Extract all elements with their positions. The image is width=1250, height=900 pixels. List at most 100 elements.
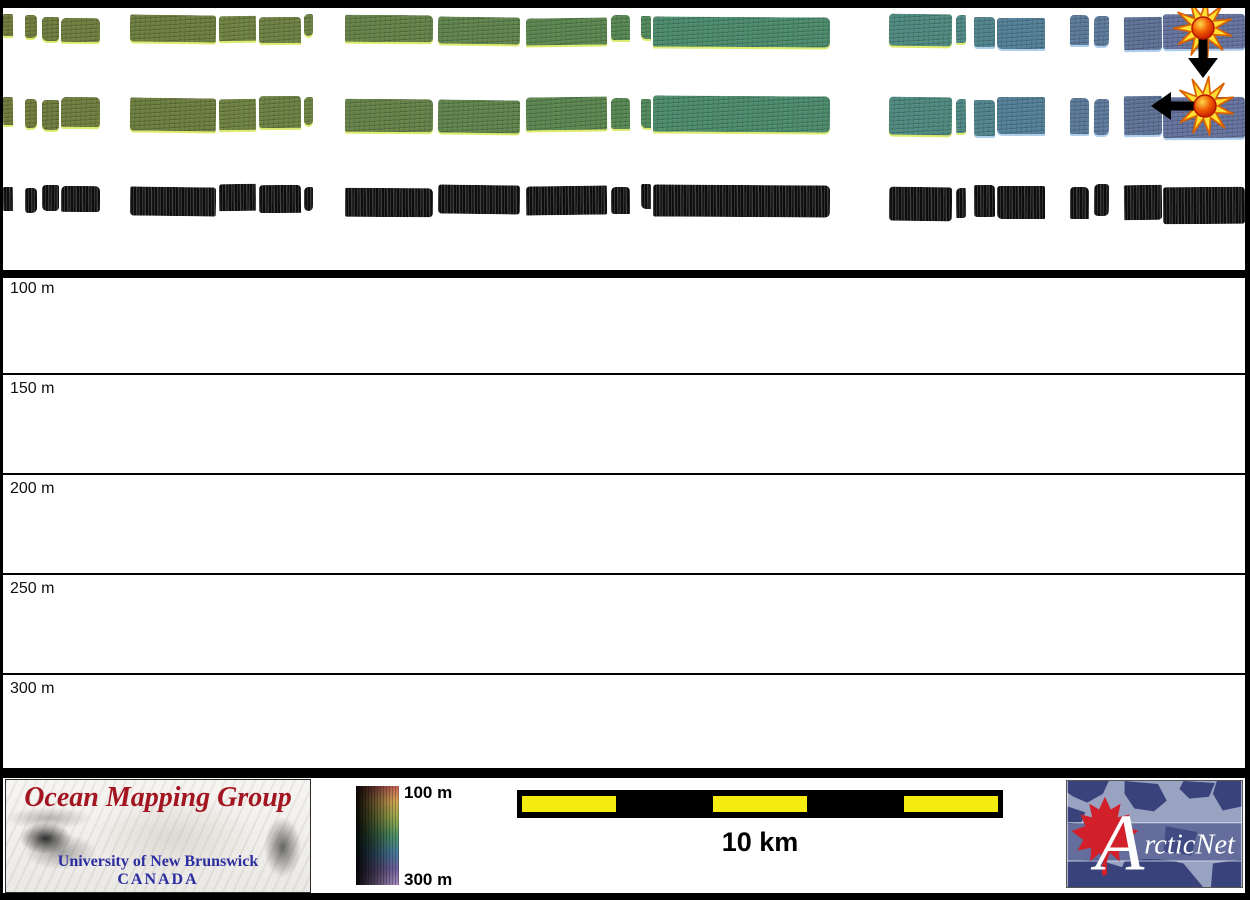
bathymetry-row-2-segment — [129, 97, 217, 132]
backscatter-row-segment — [218, 183, 257, 212]
bathymetry-row-1-segment — [997, 17, 1045, 49]
backscatter-row-segment — [1093, 184, 1110, 217]
bathymetry-row-1-segment — [437, 16, 521, 45]
panel-divider-lower — [0, 768, 1250, 778]
bathymetry-row-2-segment — [1093, 99, 1110, 136]
distance-scalebar — [517, 790, 1003, 818]
bathymetry-row-1-segment — [973, 16, 996, 47]
bathymetry-row-1-segment — [60, 17, 101, 42]
bathymetry-row-2-segment — [888, 97, 953, 136]
backscatter-row-segment — [1162, 186, 1246, 224]
bathymetry-row-2-segment — [1069, 97, 1090, 135]
bathymetry-row-2-segment — [641, 99, 651, 129]
bathymetry-row-1-segment — [218, 15, 257, 42]
bathymetry-row-1-segment — [304, 14, 313, 37]
bathymetry-row-2-segment — [997, 96, 1045, 134]
frame-border-left — [0, 0, 3, 900]
depth-label: 200 m — [10, 480, 55, 497]
backscatter-row-segment — [304, 186, 313, 211]
depth-scale-panel: 100 m 150 m 200 m 250 m 300 m — [0, 278, 1250, 768]
depth-gridline — [0, 473, 1250, 475]
bathymetry-row-2-segment — [24, 98, 38, 128]
bathymetry-row-1-segment — [344, 15, 434, 43]
backscatter-row-segment — [24, 187, 38, 213]
omg-logo-title: Ocean Mapping Group — [24, 782, 292, 813]
backscatter-row-segment — [60, 185, 101, 213]
bathymetry-row-1-segment — [525, 17, 608, 46]
scalebar-segment-yellow — [713, 796, 807, 812]
bathymetry-row-2-segment — [2, 97, 14, 126]
scalebar-segment-black — [809, 790, 903, 818]
frame-border-top — [0, 0, 1250, 8]
panel-divider-upper — [0, 270, 1250, 278]
bathymetry-row-1-segment — [1069, 14, 1090, 45]
omg-logo-university: University of New Brunswick — [57, 853, 259, 870]
frame-border-right — [1245, 0, 1250, 900]
bathymetry-row-1-segment — [641, 16, 651, 39]
backscatter-row-segment — [42, 184, 59, 211]
bathymetry-row-2-segment — [525, 96, 608, 131]
backscatter-row-segment — [437, 184, 521, 215]
bathymetry-row-2-segment — [652, 95, 831, 133]
backscatter-row-segment — [955, 187, 967, 218]
bathymetry-row-1-segment — [888, 13, 953, 47]
depth-label: 300 m — [10, 680, 55, 697]
backscatter-row-segment — [888, 186, 953, 221]
scalebar-segment-yellow — [904, 796, 998, 812]
scalebar-segment-black — [618, 790, 712, 818]
bathymetry-row-2-segment — [437, 99, 521, 134]
bathymetry-row-1-segment — [1093, 15, 1110, 47]
backscatter-row-segment — [344, 187, 434, 218]
backscatter-row-segment — [2, 186, 14, 211]
depth-colorbar — [356, 786, 399, 885]
swath-mosaic-panel — [0, 0, 1250, 270]
ocean-mapping-group-logo: Ocean Mapping Group University of New Br… — [5, 779, 311, 893]
bathymetry-row-2-segment — [304, 97, 313, 126]
colorbar-bottom-label: 300 m — [404, 870, 453, 889]
backscatter-row-segment — [525, 185, 608, 216]
backscatter-row-segment — [1069, 187, 1090, 220]
backscatter-row-segment — [258, 185, 302, 214]
maple-leaf-icon — [1071, 796, 1139, 868]
bathymetry-row-2-segment — [42, 99, 59, 130]
arcticnet-wordmark: A rcticNet — [1090, 798, 1236, 887]
event-marker-lower-starburst-icon — [1151, 75, 1235, 136]
frame-border-bottom — [0, 893, 1250, 900]
backscatter-row-segment — [641, 184, 651, 210]
bathymetry-row-1-segment — [652, 16, 831, 48]
bathymetry-row-2-segment — [973, 99, 996, 136]
bathymetry-row-2-segment — [344, 98, 434, 132]
bathymetry-row-1-segment — [610, 14, 631, 40]
bathymetry-row-2-segment — [60, 96, 101, 127]
bathymetry-row-1-segment — [258, 17, 302, 44]
omg-logo-country: CANADA — [117, 871, 199, 888]
depth-label: 150 m — [10, 380, 55, 397]
depth-label: 250 m — [10, 580, 55, 597]
bathymetry-row-1-segment — [129, 14, 217, 43]
bathymetry-row-2-segment — [218, 98, 257, 131]
bottom-bar: Ocean Mapping Group University of New Br… — [0, 778, 1250, 893]
colorbar-top-label: 100 m — [404, 783, 453, 802]
backscatter-row-segment — [610, 187, 631, 215]
depth-gridline — [0, 573, 1250, 575]
backscatter-row-segment — [652, 184, 831, 218]
bathymetry-row-1-segment — [42, 16, 59, 41]
backscatter-row-segment — [1123, 185, 1163, 221]
scalebar-label: 10 km — [721, 827, 799, 857]
scalebar-segment-yellow — [522, 796, 616, 812]
bathymetry-row-2-segment — [955, 98, 967, 133]
bathymetry-row-1-segment — [2, 14, 14, 37]
bathymetry-row-1-segment — [24, 15, 38, 39]
backscatter-row-segment — [973, 184, 996, 217]
depth-gridline — [0, 373, 1250, 375]
event-marker-upper-starburst-icon — [1172, 0, 1233, 78]
backscatter-row-segment — [997, 186, 1045, 219]
backscatter-row-segment — [129, 186, 217, 217]
depth-gridline — [0, 673, 1250, 675]
bathymetry-row-2-segment — [258, 96, 302, 129]
arcticnet-logo: A rcticNet — [1066, 780, 1243, 888]
depth-label: 100 m — [10, 280, 55, 297]
bathymetry-row-2-segment — [610, 97, 631, 130]
bathymetry-row-1-segment — [955, 15, 967, 44]
